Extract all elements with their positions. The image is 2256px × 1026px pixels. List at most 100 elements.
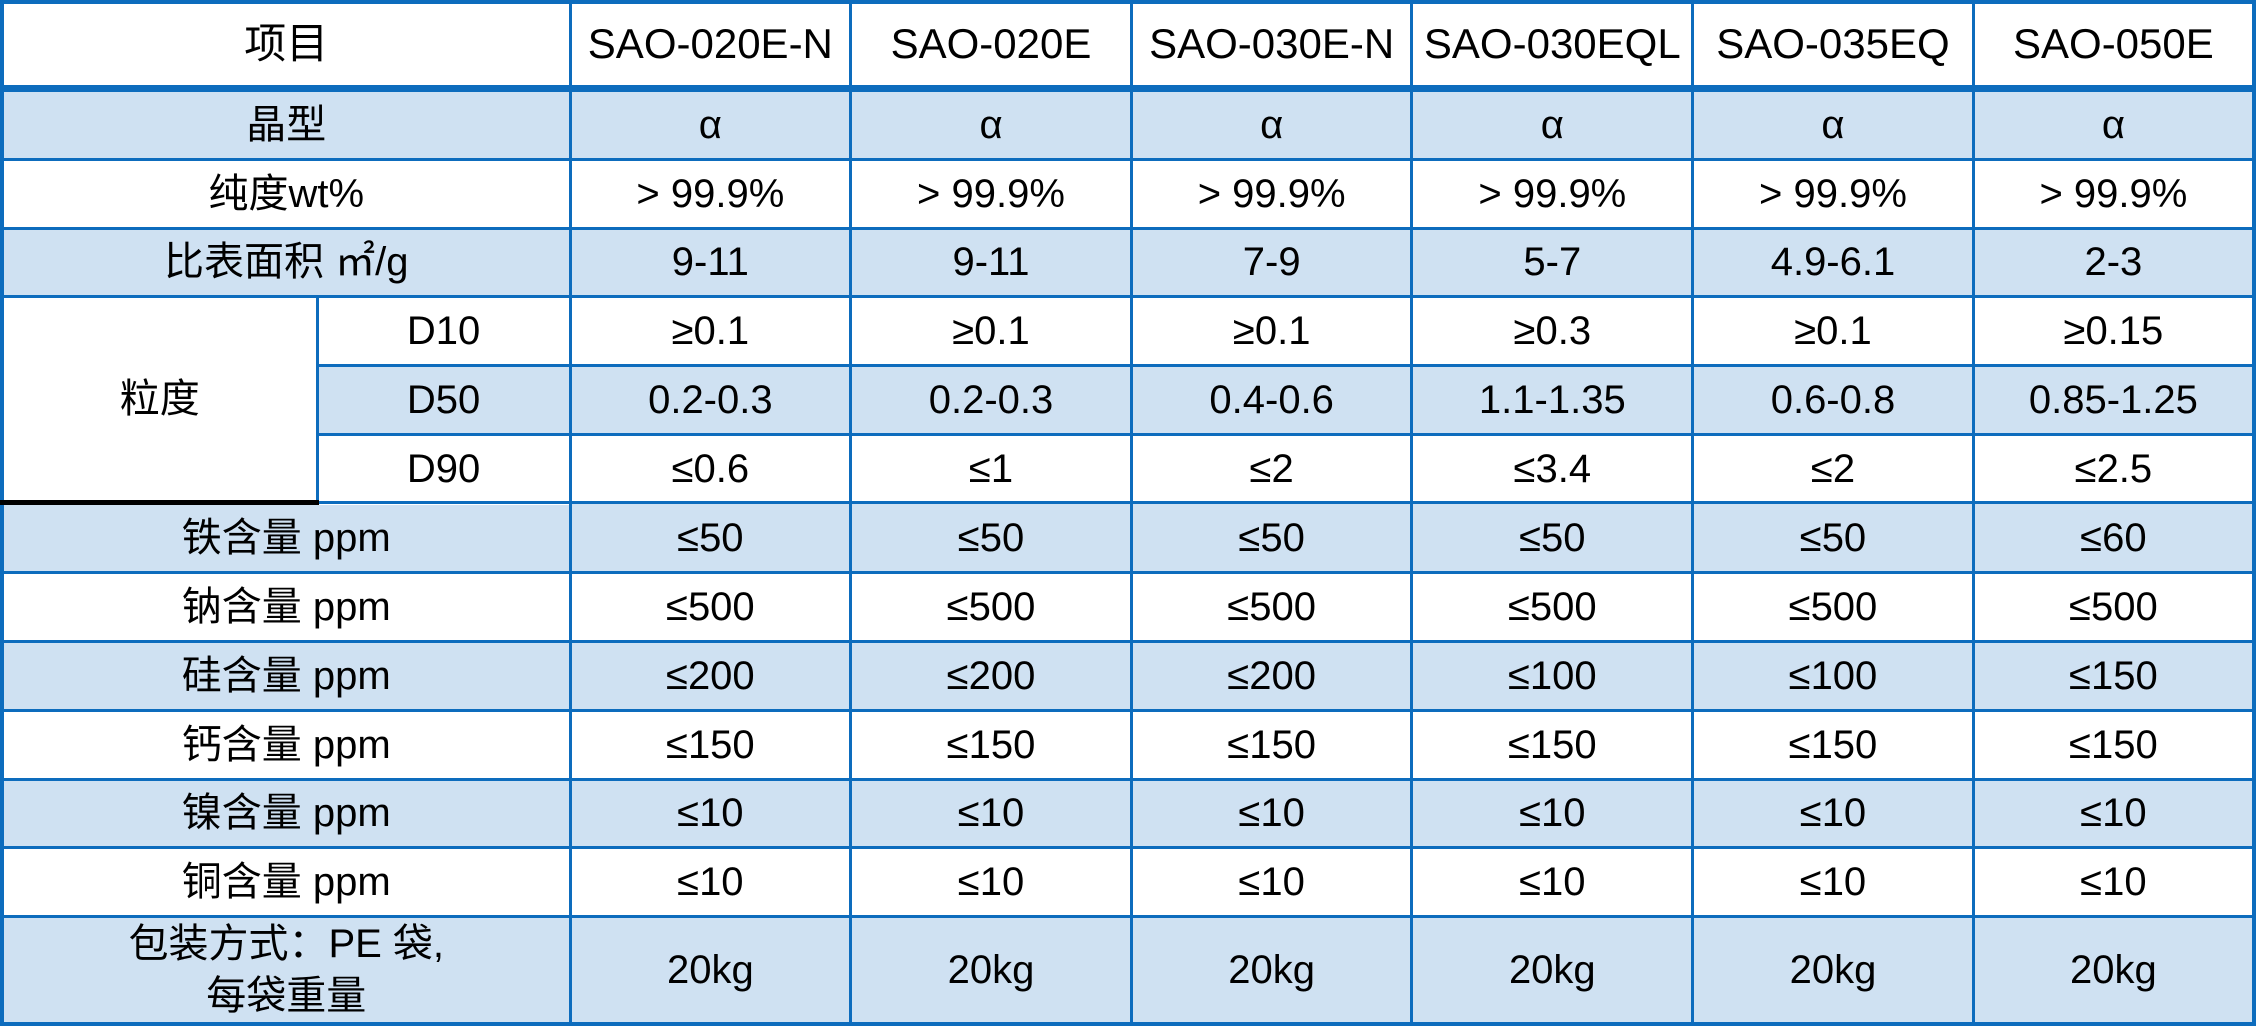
value-cell: ≤2 <box>1691 432 1975 505</box>
purity-row: 纯度wt% > 99.9% > 99.9% > 99.9% > 99.9% > … <box>0 157 2256 230</box>
value-cell: α <box>568 86 853 161</box>
column-header-sao-035eq: SAO-035EQ <box>1691 0 1975 92</box>
d10-row: 粒度 D10 ≥0.1 ≥0.1 ≥0.1 ≥0.3 ≥0.1 ≥0.15 <box>0 295 2256 506</box>
sodium-content-row: 钠含量 ppm ≤500 ≤500 ≤500 ≤500 ≤500 ≤500 <box>0 571 2256 644</box>
value-cell: 9-11 <box>568 226 853 299</box>
packaging-label-line1: 包装方式：PE 袋, <box>128 922 445 966</box>
value-cell: ≤500 <box>1129 571 1414 644</box>
d50-row: D50 0.2-0.3 0.2-0.3 0.4-0.6 1.1-1.35 0.6… <box>2 364 2256 436</box>
value-cell: ≤50 <box>1129 501 1414 575</box>
value-cell: ≤10 <box>568 777 853 850</box>
calcium-content-row: 钙含量 ppm ≤150 ≤150 ≤150 ≤150 ≤150 ≤150 <box>0 708 2256 781</box>
value-cell: 0.6-0.8 <box>1691 364 1975 436</box>
value-cell: ≤500 <box>1971 571 2256 644</box>
value-cell: > 99.9% <box>1971 157 2256 230</box>
row-label: D10 <box>315 295 572 367</box>
row-label: 纯度wt% <box>0 157 572 230</box>
crystal-type-row: 晶型 α α α α α α <box>0 86 2256 161</box>
value-cell: ≤150 <box>1691 708 1975 781</box>
row-label: D50 <box>315 364 572 436</box>
value-cell: 20kg <box>1129 915 1414 1026</box>
value-cell: ≤10 <box>1971 846 2256 918</box>
value-cell: ≥0.1 <box>849 295 1133 367</box>
value-cell: 1.1-1.35 <box>1410 364 1695 436</box>
value-cell: 5-7 <box>1410 226 1695 299</box>
value-cell: ≤500 <box>1691 571 1975 644</box>
value-cell: ≤10 <box>1410 846 1695 918</box>
value-cell: 0.2-0.3 <box>849 364 1133 436</box>
packaging-label: 包装方式：PE 袋, 每袋重量 <box>0 915 572 1026</box>
value-cell: ≤10 <box>1410 777 1695 850</box>
value-cell: ≥0.3 <box>1410 295 1695 367</box>
value-cell: > 99.9% <box>1410 157 1695 230</box>
value-cell: ≤150 <box>1129 708 1414 781</box>
value-cell: ≤0.6 <box>568 432 853 505</box>
value-cell: ≤500 <box>568 571 853 644</box>
value-cell: ≤10 <box>1691 777 1975 850</box>
row-label: 晶型 <box>0 86 572 161</box>
column-header-sao-030e-n: SAO-030E-N <box>1129 0 1414 92</box>
value-cell: ≤50 <box>568 501 853 575</box>
column-header-sao-020e-n: SAO-020E-N <box>568 0 853 92</box>
row-label: 铜含量 ppm <box>0 846 572 918</box>
value-cell: 2-3 <box>1971 226 2256 299</box>
value-cell: ≤200 <box>849 640 1133 712</box>
value-cell: ≤50 <box>1691 501 1975 575</box>
value-cell: ≤100 <box>1410 640 1695 712</box>
value-cell: ≤50 <box>849 501 1133 575</box>
value-cell: ≤200 <box>1129 640 1414 712</box>
value-cell: α <box>849 86 1133 161</box>
value-cell: 20kg <box>1971 915 2256 1026</box>
value-cell: 9-11 <box>849 226 1133 299</box>
value-cell: 7-9 <box>1129 226 1414 299</box>
value-cell: 20kg <box>849 915 1133 1026</box>
value-cell: ≤10 <box>1129 777 1414 850</box>
value-cell: 0.4-0.6 <box>1129 364 1414 436</box>
value-cell: ≤500 <box>1410 571 1695 644</box>
value-cell: ≤10 <box>1691 846 1975 918</box>
value-cell: 20kg <box>568 915 853 1026</box>
iron-content-row: 铁含量 ppm ≤50 ≤50 ≤50 ≤50 ≤50 ≤60 <box>0 501 2256 575</box>
value-cell: ≤150 <box>1971 708 2256 781</box>
value-cell: ≤500 <box>849 571 1133 644</box>
row-label: 镍含量 ppm <box>0 777 572 850</box>
value-cell: ≥0.1 <box>1129 295 1414 367</box>
header-row: 项目 SAO-020E-N SAO-020E SAO-030E-N SAO-03… <box>0 0 2256 92</box>
surface-area-row: 比表面积 ㎡/g 9-11 9-11 7-9 5-7 4.9-6.1 2-3 <box>0 226 2256 299</box>
value-cell: α <box>1691 86 1975 161</box>
value-cell: > 99.9% <box>849 157 1133 230</box>
copper-content-row: 铜含量 ppm ≤10 ≤10 ≤10 ≤10 ≤10 ≤10 <box>0 846 2256 918</box>
value-cell: ≤3.4 <box>1410 432 1695 505</box>
value-cell: ≤200 <box>568 640 853 712</box>
value-cell: ≤10 <box>1129 846 1414 918</box>
value-cell: ≤10 <box>849 777 1133 850</box>
value-cell: ≤150 <box>849 708 1133 781</box>
value-cell: ≥0.1 <box>1691 295 1975 367</box>
value-cell: α <box>1129 86 1414 161</box>
value-cell: ≤150 <box>1410 708 1695 781</box>
d90-row: D90 ≤0.6 ≤1 ≤2 ≤3.4 ≤2 ≤2.5 <box>2 432 2256 505</box>
value-cell: ≤1 <box>849 432 1133 505</box>
column-header-sao-050e: SAO-050E <box>1971 0 2256 92</box>
value-cell: α <box>1410 86 1695 161</box>
value-cell: ≤10 <box>568 846 853 918</box>
value-cell: ≤150 <box>1971 640 2256 712</box>
value-cell: ≤60 <box>1971 501 2256 575</box>
value-cell: ≥0.15 <box>1971 295 2256 367</box>
packaging-row: 包装方式：PE 袋, 每袋重量 20kg 20kg 20kg 20kg 20kg… <box>0 915 2256 1026</box>
value-cell: ≤50 <box>1410 501 1695 575</box>
silicon-content-row: 硅含量 ppm ≤200 ≤200 ≤200 ≤100 ≤100 ≤150 <box>0 640 2256 712</box>
value-cell: ≤10 <box>849 846 1133 918</box>
value-cell: ≥0.1 <box>568 295 853 367</box>
value-cell: > 99.9% <box>1129 157 1414 230</box>
value-cell: α <box>1971 86 2256 161</box>
row-label: 钙含量 ppm <box>0 708 572 781</box>
row-label: 比表面积 ㎡/g <box>0 226 572 299</box>
row-label: 铁含量 ppm <box>0 501 572 575</box>
value-cell: 0.2-0.3 <box>568 364 853 436</box>
value-cell: ≤2 <box>1129 432 1414 505</box>
nickel-content-row: 镍含量 ppm ≤10 ≤10 ≤10 ≤10 ≤10 ≤10 <box>0 777 2256 850</box>
column-header-sao-020e: SAO-020E <box>849 0 1133 92</box>
value-cell: 20kg <box>1410 915 1695 1026</box>
